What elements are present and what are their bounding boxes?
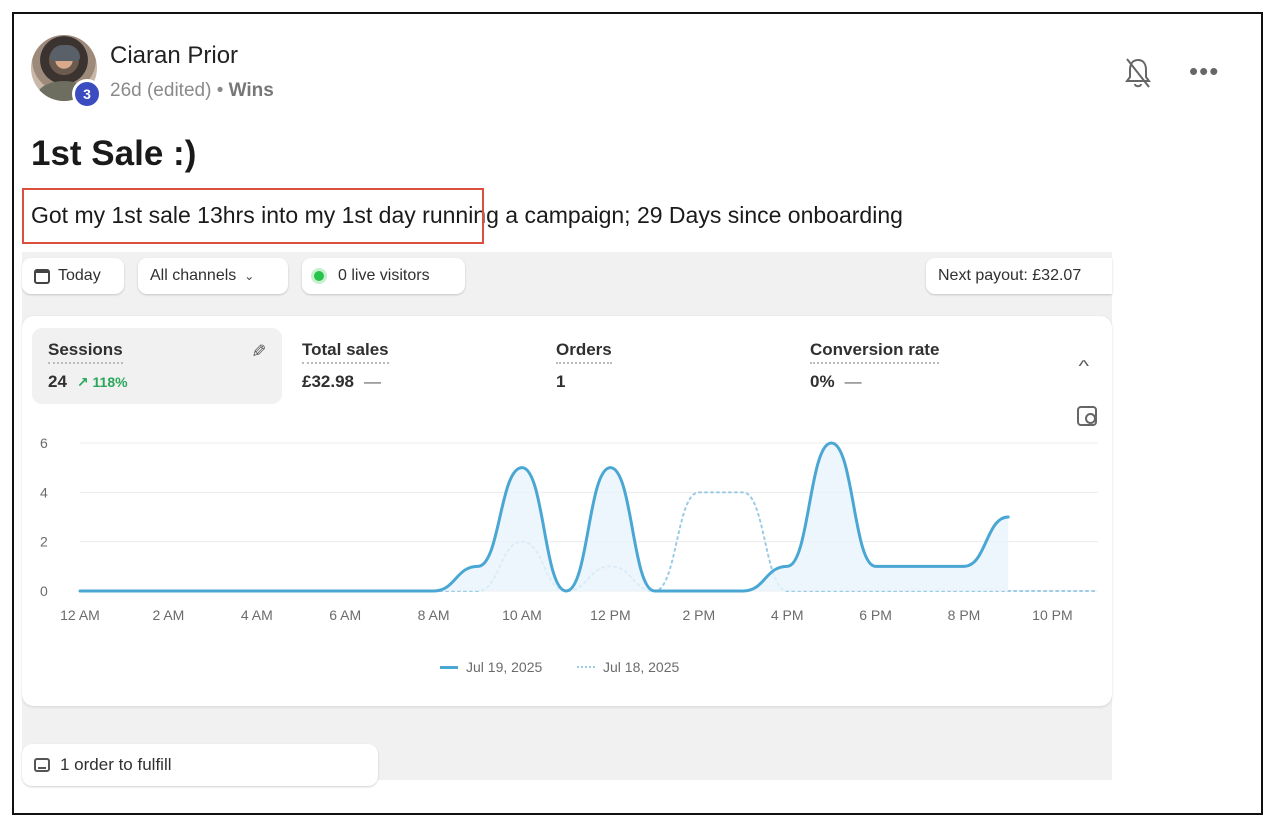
metric-value: 24: [48, 372, 67, 391]
sessions-chart: 0 2 4 6 12 AM 2 AM 4 AM 6 AM 8 AM 10 AM 12 PM 2 PM 4…: [40, 435, 1098, 623]
trend-up: ↗ 118%: [76, 373, 128, 390]
metric-orders[interactable]: Orders 1: [540, 328, 780, 404]
legend-item-previous[interactable]: Jul 18, 2025: [577, 659, 679, 675]
series-area-current: [80, 443, 1009, 591]
x-tick-label: 6 AM: [329, 607, 361, 623]
metric-label: Conversion rate: [810, 340, 940, 364]
post-category[interactable]: Wins: [228, 80, 274, 101]
metric-conversion-rate[interactable]: Conversion rate 0% —: [794, 328, 1054, 404]
live-dot-icon: [314, 271, 324, 281]
legend-swatch-dotted: [577, 666, 595, 668]
avatar-cap: [50, 45, 80, 61]
payout-button[interactable]: Next payout: £32.07: [926, 258, 1112, 294]
orders-to-fulfill-button[interactable]: 1 order to fulfill: [22, 744, 378, 786]
calendar-icon: [34, 268, 50, 284]
x-tick-label: 12 PM: [590, 607, 630, 623]
trend-flat: —: [844, 372, 862, 391]
trend-flat: —: [364, 372, 381, 391]
level-badge: 3: [72, 79, 102, 109]
x-tick-label: 6 PM: [859, 607, 892, 623]
legend-label: Jul 19, 2025: [466, 659, 543, 675]
x-tick-label: 4 AM: [241, 607, 273, 623]
meta-separator: •: [216, 80, 224, 101]
chevron-up-icon[interactable]: ^: [1078, 358, 1090, 375]
channel-filter-button[interactable]: All channels ⌄: [138, 258, 288, 294]
y-tick-label: 0: [40, 583, 48, 599]
live-visitors-button[interactable]: 0 live visitors: [302, 258, 465, 294]
legend-swatch-solid: [440, 665, 458, 669]
post-meta: 26d (edited) • Wins: [110, 80, 274, 102]
post-body: Got my 1st sale 13hrs into my 1st day ru…: [31, 202, 903, 228]
post-time: 26d (edited): [110, 80, 212, 101]
metric-total-sales[interactable]: Total sales £32.98 —: [286, 328, 526, 404]
bell-off-icon[interactable]: [1124, 56, 1152, 90]
metric-sessions[interactable]: Sessions 24 ↗ 118%: [32, 328, 282, 404]
x-tick-label: 12 AM: [60, 607, 100, 623]
x-tick-label: 2 PM: [682, 607, 715, 623]
date-filter-button[interactable]: Today: [22, 258, 124, 294]
date-filter-label: Today: [58, 267, 101, 284]
x-tick-label: 2 AM: [152, 607, 184, 623]
metric-label: Sessions: [48, 340, 123, 364]
metric-value: £32.98: [302, 372, 354, 391]
dashboard-screenshot: Today All channels ⌄ 0 live visitors Nex…: [22, 252, 1112, 786]
metric-value: 1: [556, 372, 566, 391]
live-visitors-label: 0 live visitors: [338, 267, 430, 284]
metric-label: Total sales: [302, 340, 389, 364]
y-tick-label: 4: [40, 484, 48, 500]
series-line-current: [78, 441, 1010, 593]
x-tick-label: 10 PM: [1032, 607, 1072, 623]
metric-label: Orders: [556, 340, 612, 364]
chevron-down-icon: ⌄: [244, 269, 255, 283]
author-name[interactable]: Ciaran Prior: [110, 42, 239, 69]
zoom-chart-icon[interactable]: [1077, 406, 1097, 426]
x-tick-label: 4 PM: [771, 607, 804, 623]
analytics-card: Sessions 24 ↗ 118% ✎ Total sales £32.98 …: [22, 316, 1112, 706]
x-tick-label: 8 PM: [948, 607, 981, 623]
x-tick-label: 10 AM: [502, 607, 542, 623]
inbox-icon: [34, 758, 50, 772]
pencil-icon[interactable]: ✎: [248, 342, 269, 359]
y-tick-label: 2: [40, 534, 48, 550]
legend-item-current[interactable]: Jul 19, 2025: [440, 659, 542, 675]
payout-label: Next payout: £32.07: [938, 267, 1082, 284]
more-options-icon[interactable]: •••: [1189, 56, 1220, 86]
metric-value: 0%: [810, 372, 835, 391]
post-title: 1st Sale :): [31, 134, 197, 173]
y-tick-label: 6: [40, 435, 48, 451]
fulfill-label: 1 order to fulfill: [60, 755, 172, 774]
highlight-box: [22, 188, 484, 244]
channel-filter-label: All channels: [150, 267, 237, 284]
legend-label: Jul 18, 2025: [603, 659, 680, 675]
x-tick-label: 8 AM: [418, 607, 450, 623]
post-card: 3 Ciaran Prior 26d (edited) • Wins ••• 1…: [12, 12, 1263, 815]
